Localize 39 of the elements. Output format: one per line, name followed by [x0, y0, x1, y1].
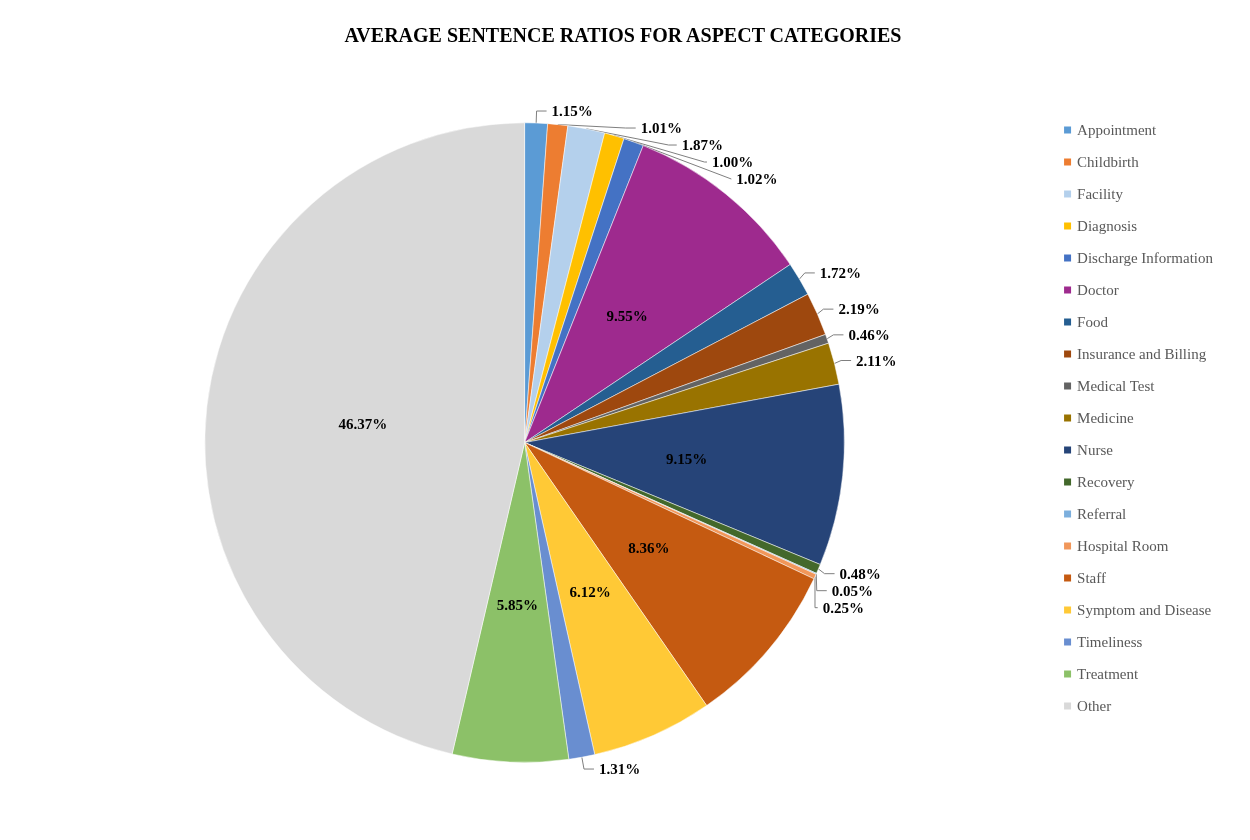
legend-label: Timeliness: [1077, 634, 1143, 650]
data-label: 1.15%: [551, 103, 593, 120]
data-label: 2.11%: [856, 352, 897, 369]
data-label: 0.48%: [839, 565, 881, 582]
legend-label: Food: [1077, 314, 1109, 330]
legend-label: Insurance and Billing: [1077, 346, 1207, 362]
data-label: 1.00%: [711, 154, 754, 171]
data-label: 1.01%: [640, 120, 682, 137]
legend-label: Treatment: [1077, 666, 1140, 682]
data-label: 1.02%: [736, 171, 778, 188]
legend-label: Medical Test: [1077, 378, 1156, 394]
legend-label: Doctor: [1077, 282, 1119, 298]
chart-title: AVERAGE SENTENCE RATIOS FOR ASPECT CATEGORIES: [344, 24, 902, 46]
data-label: 0.25%: [822, 599, 864, 616]
data-label: 0.05%: [831, 582, 873, 599]
data-label: 1.72%: [819, 264, 862, 281]
legend-label: Nurse: [1077, 442, 1114, 458]
data-label: 8.36%: [628, 539, 670, 556]
data-label: 6.12%: [569, 583, 611, 600]
data-label: 1.87%: [681, 137, 723, 154]
legend-label: Staff: [1077, 570, 1106, 586]
legend-label: Other: [1077, 698, 1112, 714]
legend-label: Referral: [1077, 506, 1127, 522]
data-label: 9.15%: [666, 451, 708, 468]
legend-label: Facility: [1077, 186, 1124, 202]
data-label: 1.31%: [598, 761, 641, 778]
legend-label: Hospital Room: [1077, 538, 1169, 554]
data-label: 2.19%: [838, 301, 880, 318]
legend-label: Discharge Information: [1077, 250, 1214, 266]
legend-label: Appointment: [1077, 122, 1158, 138]
legend-label: Symptom and Disease: [1077, 602, 1212, 618]
legend-label: Diagnosis: [1077, 218, 1138, 234]
legend-label: Childbirth: [1077, 154, 1140, 170]
data-label: 0.46%: [848, 326, 890, 343]
data-label: 5.85%: [496, 597, 538, 614]
legend-label: Recovery: [1077, 474, 1136, 490]
legend-label: Medicine: [1077, 410, 1135, 426]
data-label: 46.37%: [338, 416, 388, 433]
data-label: 9.55%: [606, 307, 648, 324]
